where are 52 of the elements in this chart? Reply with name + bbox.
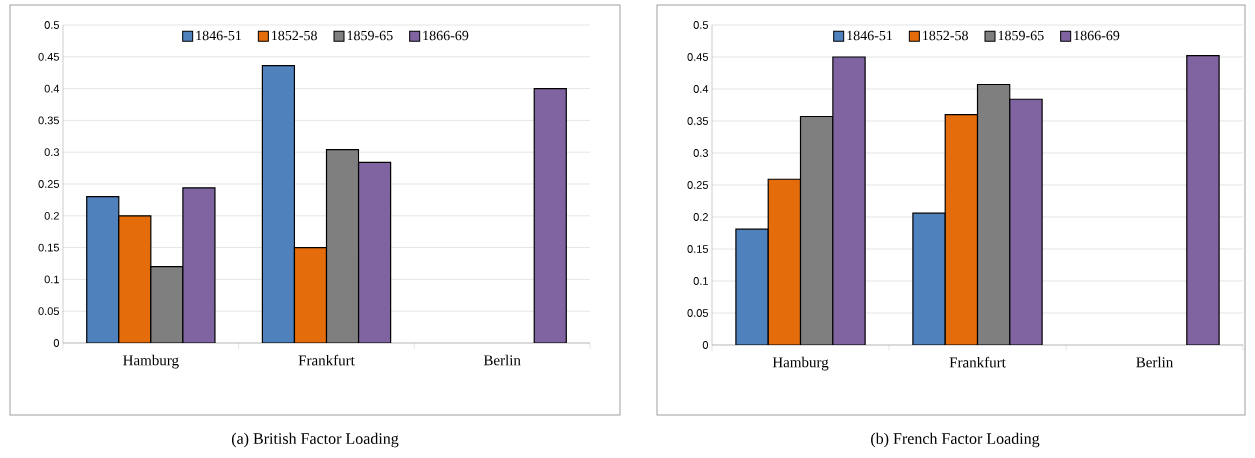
bar bbox=[261, 65, 296, 343]
y-tick-label: 0.5 bbox=[44, 21, 59, 29]
y-tick-label: 0.2 bbox=[693, 213, 708, 221]
y-tick-label: 0.1 bbox=[693, 277, 708, 285]
bar bbox=[293, 247, 328, 343]
bar bbox=[912, 212, 946, 345]
legend-label: 1866-69 bbox=[1074, 30, 1120, 41]
bar bbox=[767, 178, 802, 345]
bar bbox=[86, 196, 120, 343]
bar bbox=[735, 228, 769, 345]
y-tick-label: 0.35 bbox=[687, 117, 708, 125]
bar bbox=[832, 56, 866, 345]
y-tick-label: 0.05 bbox=[38, 307, 59, 316]
legend-label: 1866-69 bbox=[423, 30, 469, 41]
y-tick-label: 0 bbox=[702, 341, 709, 349]
legend-label: 1846-51 bbox=[196, 30, 241, 41]
legend-label: 1859-65 bbox=[998, 30, 1044, 41]
y-tick-label: 0.2 bbox=[44, 211, 59, 220]
y-tick-label: 0.15 bbox=[38, 243, 59, 252]
y-tick-label: 0.35 bbox=[38, 116, 59, 125]
x-tick-label: Frankfurt bbox=[949, 356, 1006, 368]
text: (b) French Factor Loading bbox=[871, 432, 1040, 448]
y-tick-label: 0.15 bbox=[687, 245, 708, 253]
legend-label: 1852-58 bbox=[923, 30, 968, 41]
bar bbox=[1009, 98, 1043, 345]
bar bbox=[357, 161, 392, 343]
bar bbox=[182, 187, 216, 343]
y-tick-label: 0.45 bbox=[687, 53, 708, 61]
bar bbox=[118, 215, 152, 343]
y-tick-label: 0.1 bbox=[44, 275, 59, 284]
y-tick-label: 0 bbox=[53, 339, 60, 347]
x-tick-label: Hamburg bbox=[772, 356, 829, 371]
y-tick-label: 0.4 bbox=[693, 85, 709, 93]
y-tick-label: 0.5 bbox=[693, 21, 708, 29]
y-tick-label: 0.45 bbox=[38, 52, 59, 61]
x-tick-label: Berlin bbox=[1136, 356, 1174, 368]
x-tick-label: Berlin bbox=[483, 354, 521, 366]
bar bbox=[533, 88, 567, 343]
legend-label: 1859-65 bbox=[347, 30, 393, 41]
y-tick-label: 0.25 bbox=[687, 181, 708, 189]
y-tick-label: 0.25 bbox=[38, 180, 59, 188]
legend-label: 1852-58 bbox=[272, 30, 317, 41]
x-tick-label: Frankfurt bbox=[298, 354, 355, 366]
legend-label: 1846-51 bbox=[847, 30, 893, 41]
text: (a) British Factor Loading bbox=[231, 432, 399, 448]
x-tick-label: Hamburg bbox=[123, 354, 179, 369]
bar bbox=[944, 114, 979, 345]
y-tick-label: 0.4 bbox=[44, 84, 60, 93]
y-tick-label: 0.3 bbox=[693, 149, 708, 157]
y-tick-label: 0.3 bbox=[44, 148, 59, 157]
bar bbox=[1186, 55, 1220, 345]
y-tick-label: 0.05 bbox=[687, 309, 708, 317]
